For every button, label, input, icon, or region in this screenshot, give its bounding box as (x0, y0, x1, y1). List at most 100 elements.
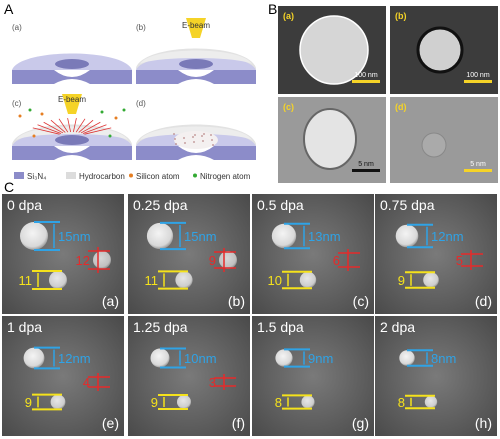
scale-label: 100 nm (354, 72, 378, 79)
dose-label: 0 dpa (7, 197, 42, 213)
legend-swatch (66, 172, 76, 179)
tem-images: (a) 100 nm (b) 100 nm (c) 5 nm (d) 5 nm (278, 6, 498, 183)
blue-size: 13nm (308, 229, 341, 244)
sputter-arrow (58, 118, 69, 133)
atom (212, 144, 214, 146)
pore (299, 15, 369, 85)
legend-swatch (129, 173, 133, 178)
tile: 12nm 9 4 1 dpa (e) (2, 316, 124, 436)
red-size: 9 (209, 253, 216, 268)
tile-tag: (b) (228, 293, 245, 309)
tile-tag: (f) (232, 415, 245, 431)
nanoparticle-large (275, 349, 293, 367)
sputter-arrow (43, 121, 64, 134)
pore-opening (174, 131, 218, 149)
yellow-size: 8 (275, 395, 282, 410)
tile: 9nm 8 1.5 dpa (g) (252, 316, 374, 436)
hydrocarbon (16, 126, 128, 140)
schematic: (a) (12, 23, 132, 84)
nanoparticle-large (399, 350, 415, 366)
schematic: (c) E-beam (12, 94, 132, 160)
image-tag: (b) (395, 11, 407, 21)
dose-label: 1.25 dpa (133, 319, 188, 335)
sputter-arrow (78, 119, 94, 133)
blue-size: 10nm (184, 351, 217, 366)
yellow-size: 11 (19, 273, 33, 288)
tile: 8nm 8 2 dpa (h) (375, 316, 497, 436)
tile-tag: (g) (352, 415, 369, 431)
scale-bar (464, 169, 492, 172)
pore (179, 59, 213, 69)
atom (193, 141, 195, 143)
red-size: 4 (83, 375, 90, 390)
atom (100, 110, 104, 114)
irradiation-series: 15nm 11 12 0 dpa (a) 15nm 11 9 0.25 dpa (b) 13nm 10… (2, 194, 497, 436)
e-beam (186, 18, 206, 38)
tile-background (375, 316, 497, 436)
tile: 15nm 11 9 0.25 dpa (b) (128, 194, 250, 314)
beam-label: E-beam (58, 95, 86, 104)
atom (18, 114, 22, 118)
dose-label: 0.25 dpa (133, 197, 188, 213)
sputter-arrow (50, 119, 66, 133)
atom (194, 134, 196, 136)
pore (303, 108, 357, 170)
blue-size: 15nm (58, 229, 91, 244)
red-size: 5 (456, 253, 463, 268)
dose-label: 0.5 dpa (257, 197, 304, 213)
image-tag: (a) (283, 11, 294, 21)
dose-label: 0.75 dpa (380, 197, 435, 213)
tem-image: (a) 100 nm (278, 6, 386, 94)
tem-image: (b) 100 nm (390, 6, 498, 94)
atom (173, 133, 175, 135)
yellow-size: 9 (151, 395, 158, 410)
nanoparticle-large (150, 348, 170, 368)
panel-label: C (4, 179, 14, 195)
pore (55, 135, 89, 145)
subpanel-tag: (b) (136, 23, 146, 32)
blue-size: 15nm (184, 229, 217, 244)
tile: 13nm 10 6 0.5 dpa (c) (252, 194, 374, 314)
sputter-arrow (80, 121, 101, 134)
nanoparticle-small (175, 271, 193, 289)
scale-label: 5 nm (470, 161, 486, 168)
tile: 10nm 9 3 1.25 dpa (f) (128, 316, 250, 436)
tile-background (252, 194, 374, 314)
nanoparticle-small (423, 272, 439, 288)
blue-size: 9nm (308, 351, 333, 366)
atom (201, 135, 203, 137)
substrate-front (12, 146, 132, 160)
nanoparticle-small (299, 271, 317, 289)
tile-tag: (d) (475, 293, 492, 309)
sputter-arrow (32, 127, 60, 135)
sputter-arrow (67, 118, 71, 133)
scale-label: 100 nm (466, 72, 490, 79)
atom (40, 112, 44, 116)
yellow-size: 9 (398, 273, 405, 288)
scale-label: 5 nm (358, 161, 374, 168)
legend-label: Nitrogen atom (200, 172, 251, 181)
tile: 15nm 11 12 0 dpa (a) (2, 194, 124, 314)
blue-size: 8nm (431, 351, 456, 366)
red-size: 6 (333, 253, 340, 268)
tile: 12nm 9 5 0.75 dpa (d) (375, 194, 497, 314)
atom (192, 136, 194, 138)
tile-tag: (c) (353, 293, 369, 309)
atom (184, 142, 186, 144)
atom (114, 116, 118, 120)
blue-size: 12nm (431, 229, 464, 244)
panel-label: B (268, 1, 277, 17)
e-beam (62, 94, 82, 114)
red-size: 12 (76, 253, 90, 268)
pore (55, 59, 89, 69)
dose-label: 2 dpa (380, 319, 415, 335)
nanoparticle-red (93, 251, 111, 269)
nanoparticle-large (23, 347, 45, 369)
sputter-arrow (82, 124, 107, 134)
atom (122, 108, 126, 112)
legend-label: Hydrocarbon (79, 172, 125, 181)
atom (174, 138, 176, 140)
yellow-size: 10 (268, 273, 282, 288)
legend-label: Silicon atom (136, 172, 180, 181)
